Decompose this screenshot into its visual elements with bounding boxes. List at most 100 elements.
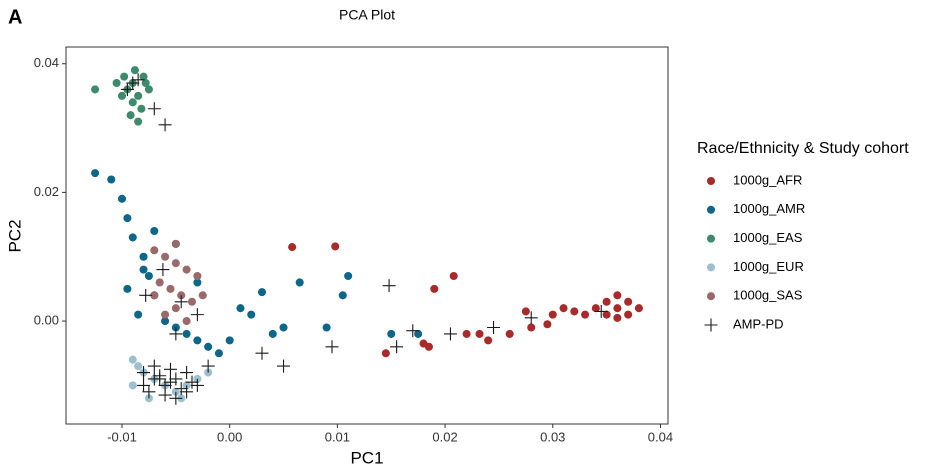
point (430, 284, 439, 293)
point (128, 98, 137, 107)
point (128, 355, 137, 364)
point (156, 263, 170, 277)
point (570, 307, 579, 316)
point (134, 117, 143, 126)
point (624, 297, 633, 306)
chart-title: PCA Plot (339, 7, 395, 23)
point (624, 310, 633, 319)
point (443, 327, 457, 341)
point (279, 323, 288, 332)
point (123, 214, 132, 223)
point (247, 310, 256, 319)
x-axis-label: PC1 (350, 448, 383, 467)
point (158, 388, 172, 402)
point (331, 242, 340, 251)
point (123, 284, 132, 293)
point (134, 91, 143, 100)
series (91, 66, 153, 126)
legend-marker (706, 205, 716, 214)
point (382, 279, 396, 293)
point (204, 342, 213, 351)
y-tick-label: 0.04 (34, 55, 59, 70)
point (449, 272, 458, 281)
point (131, 73, 145, 87)
y-tick-label: 0.02 (34, 184, 59, 199)
point (602, 297, 611, 306)
point (139, 265, 148, 274)
point (174, 382, 188, 396)
x-tick-label: 0.00 (217, 429, 242, 444)
point (130, 66, 139, 75)
point (193, 278, 202, 287)
series (91, 169, 423, 358)
point (182, 265, 191, 274)
x-tick-label: 0.03 (540, 429, 565, 444)
plot-border (65, 46, 669, 425)
point (214, 349, 223, 358)
point (257, 288, 267, 297)
point (390, 340, 404, 354)
point (141, 78, 150, 88)
point (406, 324, 420, 338)
point (155, 278, 164, 287)
point (613, 291, 622, 300)
point (591, 304, 600, 313)
legend-marker (706, 263, 716, 272)
point (163, 375, 177, 389)
point (634, 304, 643, 313)
point (112, 78, 121, 88)
point (527, 323, 536, 332)
point (484, 336, 493, 345)
point (91, 85, 100, 94)
point (268, 329, 277, 338)
point (128, 381, 137, 390)
point (201, 359, 215, 373)
point (295, 278, 304, 287)
x-tick-label: -0.01 (107, 429, 137, 444)
point (150, 291, 159, 300)
point (548, 310, 557, 319)
series (120, 73, 608, 405)
point (414, 329, 423, 338)
point (161, 310, 170, 319)
legend-marker (706, 176, 716, 186)
point (338, 291, 347, 300)
point (190, 308, 204, 322)
point (139, 288, 153, 302)
point (174, 295, 188, 309)
point (581, 310, 590, 319)
point (144, 272, 153, 281)
point (277, 359, 291, 373)
point (180, 366, 194, 380)
point (419, 339, 428, 348)
y-axis-label: PC2 (5, 219, 24, 252)
point (169, 391, 183, 405)
point (344, 272, 353, 281)
point (161, 252, 170, 261)
point (171, 259, 180, 268)
point (117, 91, 127, 100)
legend-label: 1000g_EUR (733, 259, 804, 274)
point (139, 252, 148, 261)
legend-label: 1000g_AMR (733, 201, 805, 216)
point (158, 118, 172, 132)
point (171, 239, 180, 248)
point (322, 323, 331, 332)
series (288, 242, 643, 358)
y-tick-label: 0.00 (34, 313, 59, 328)
point (171, 304, 180, 313)
point (126, 111, 135, 120)
point (187, 297, 197, 306)
point (505, 329, 514, 338)
point (150, 226, 159, 236)
point (144, 85, 153, 94)
point (182, 317, 191, 326)
legend-marker (706, 234, 716, 243)
point (166, 284, 175, 293)
x-tick-label: 0.04 (648, 429, 673, 444)
point (288, 243, 297, 252)
point (142, 385, 156, 399)
point (182, 329, 191, 338)
point (325, 340, 339, 354)
